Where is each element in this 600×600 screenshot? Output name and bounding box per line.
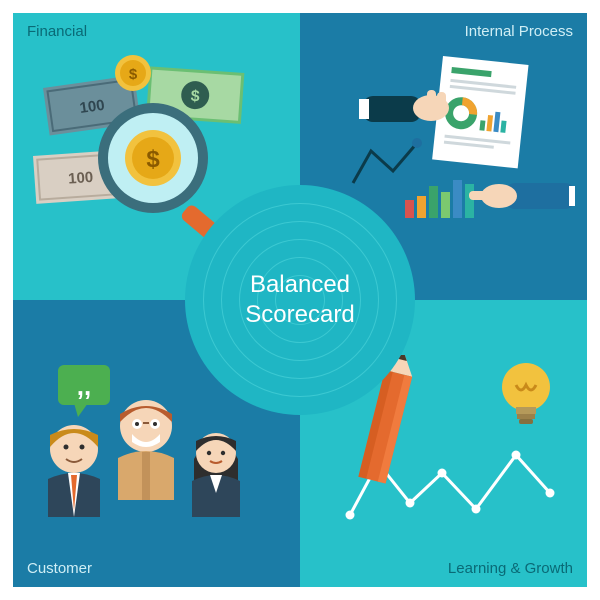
center-title: Balanced Scorecard (245, 270, 354, 330)
svg-text:100: 100 (79, 97, 106, 117)
center-title-line2: Scorecard (245, 300, 354, 330)
svg-text:$: $ (190, 88, 200, 106)
quadrant-grid: Financial 100 100 $ (13, 13, 587, 587)
lightbulb-icon (502, 363, 550, 424)
svg-text:,,: ,, (77, 371, 91, 401)
quadrant-label-financial: Financial (27, 23, 87, 40)
center-title-line1: Balanced (245, 270, 354, 300)
bar-chart-icon (405, 180, 474, 218)
svg-text:100: 100 (68, 169, 94, 188)
person-1-icon (48, 425, 100, 517)
hand-left-icon (359, 90, 449, 122)
svg-text:$: $ (146, 146, 160, 173)
infographic-frame: Financial 100 100 $ (0, 0, 600, 600)
quadrant-label-internal-process: Internal Process (465, 23, 573, 40)
speech-bubble-icon: ,, (58, 365, 110, 417)
center-circle: Balanced Scorecard (185, 185, 415, 415)
person-2-icon (118, 400, 174, 500)
person-3-icon (192, 433, 240, 517)
hand-right-icon (469, 183, 575, 209)
svg-text:$: $ (129, 66, 138, 83)
line-chart-icon (353, 138, 422, 183)
